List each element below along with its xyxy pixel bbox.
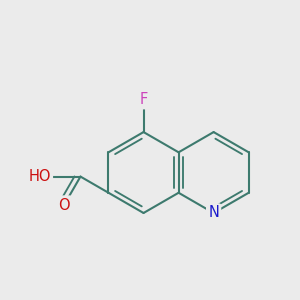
Text: N: N [208,206,219,220]
Text: HO: HO [29,169,51,184]
Text: O: O [58,197,70,212]
Text: F: F [140,92,148,107]
